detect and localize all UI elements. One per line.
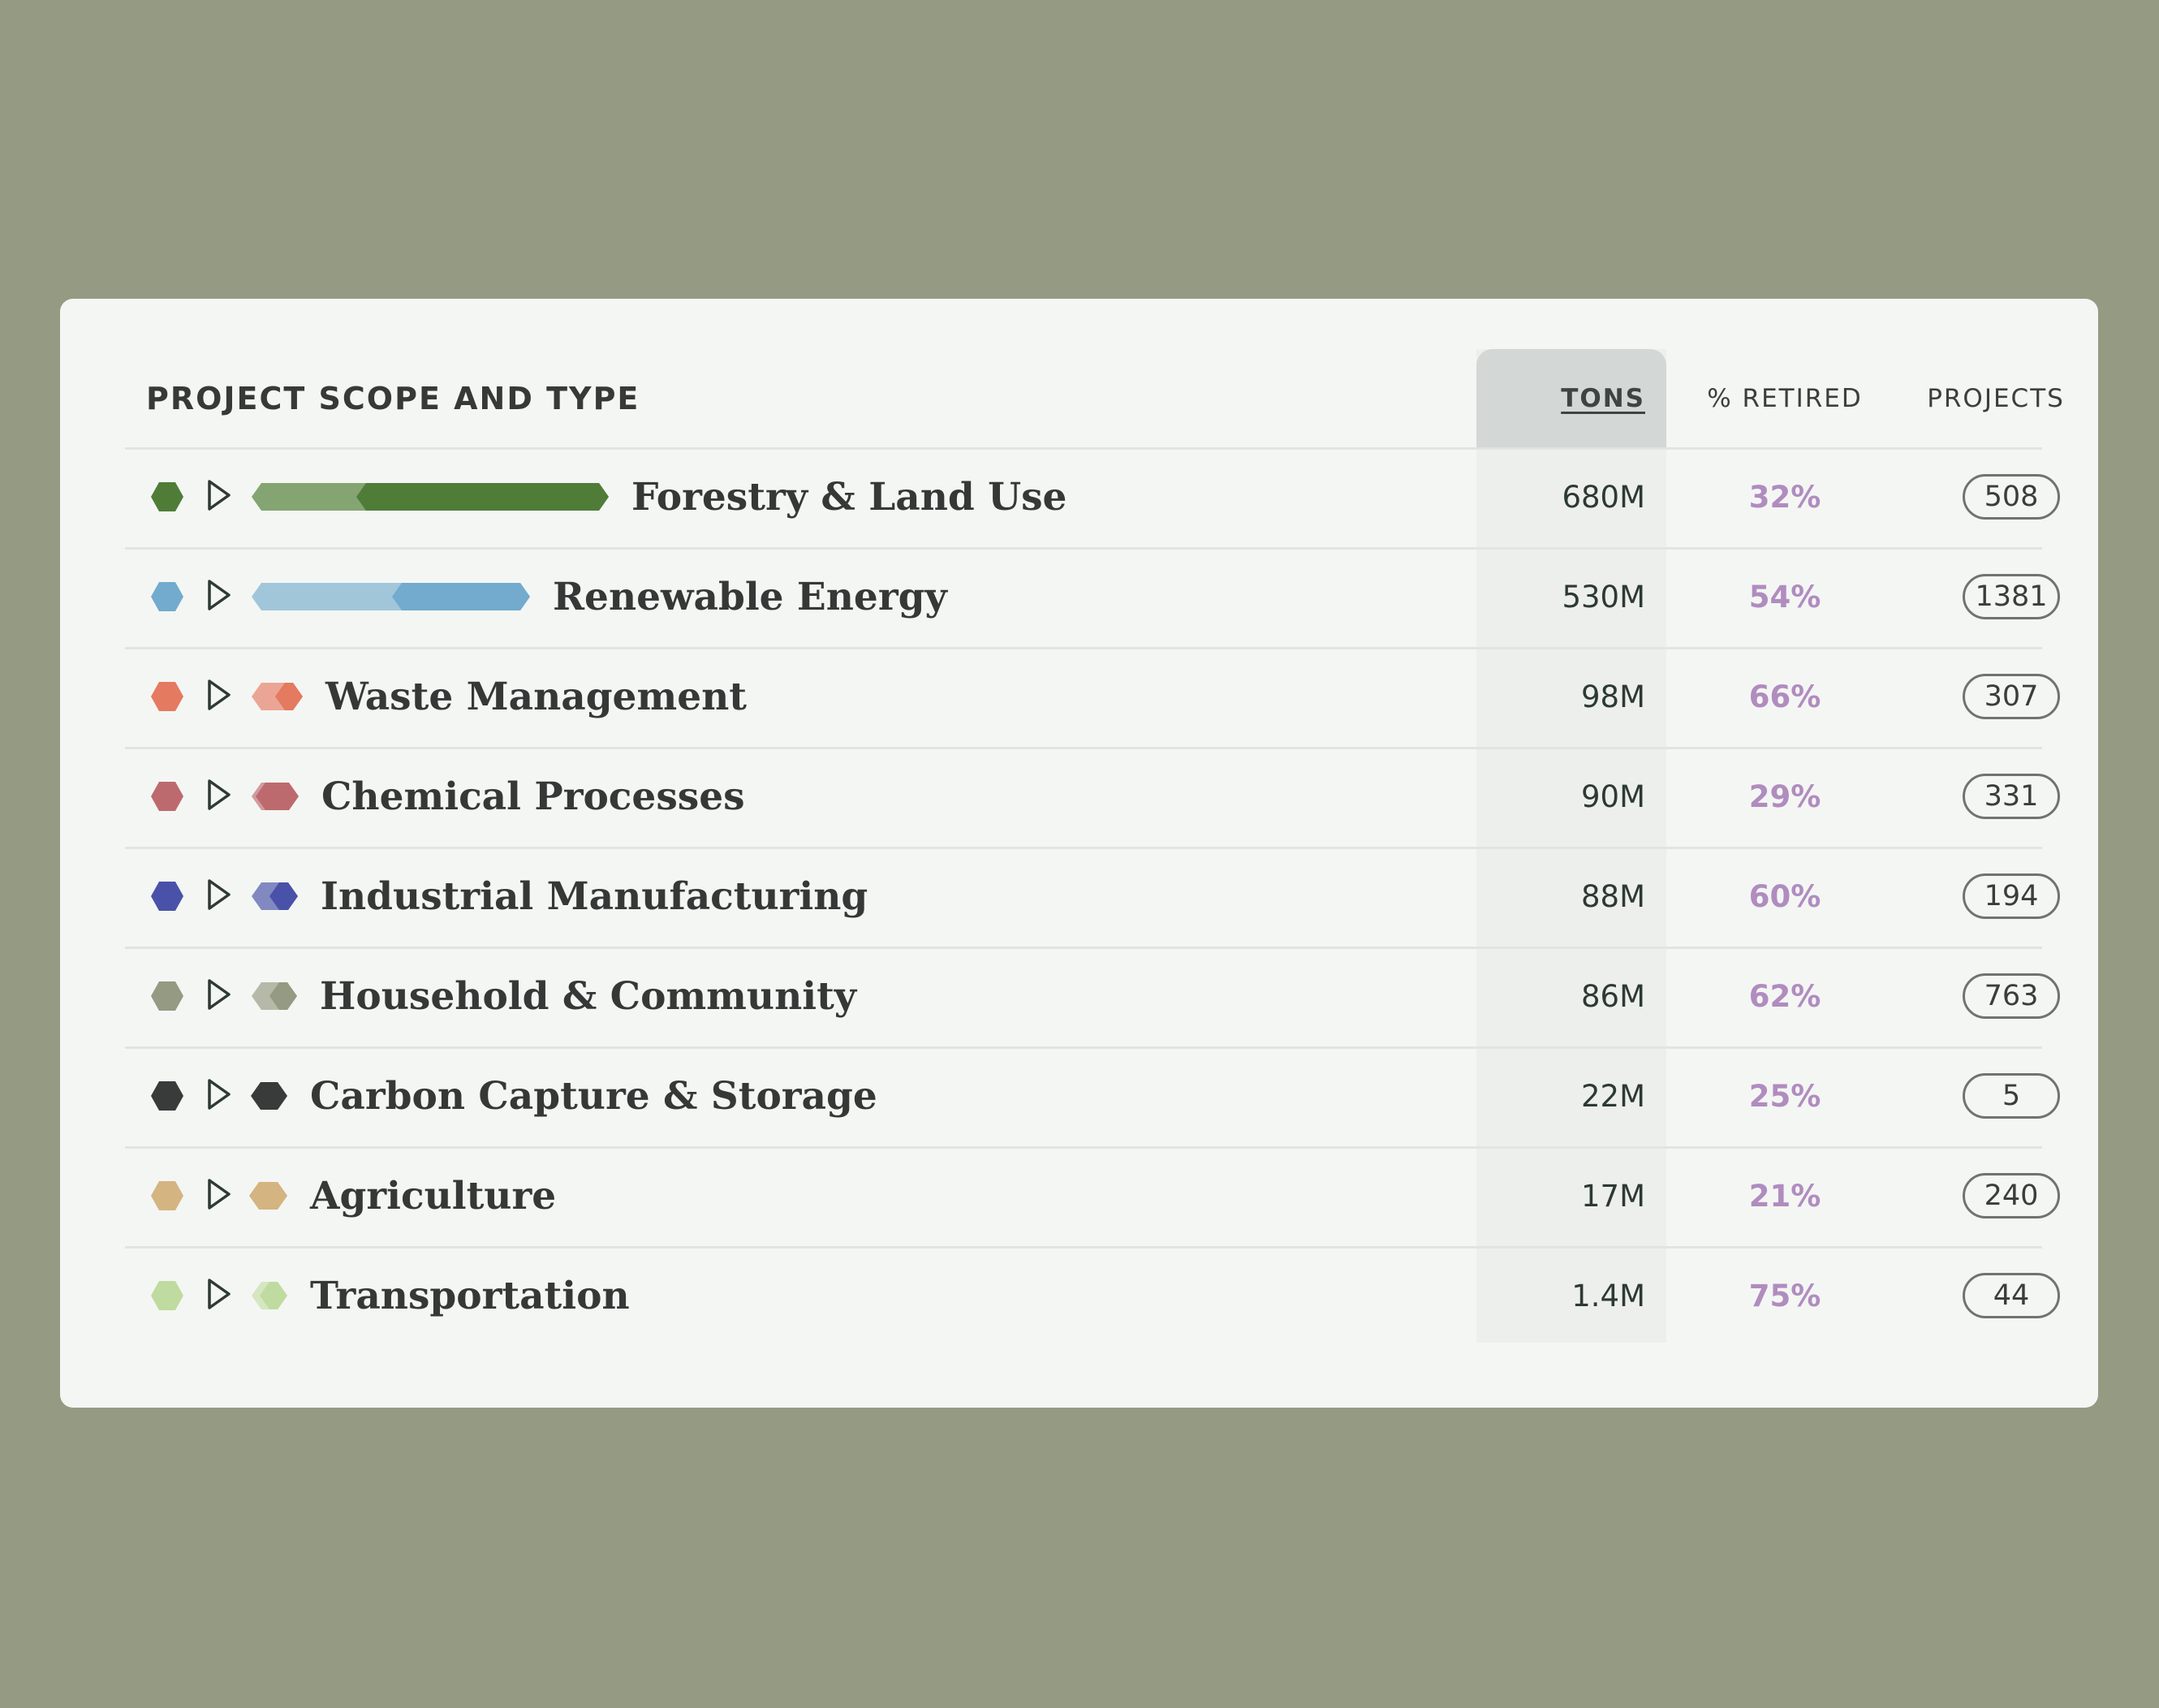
- category-label: Renewable Energy: [553, 575, 947, 619]
- tons-bar: [252, 1182, 287, 1210]
- table-row[interactable]: Carbon Capture & Storage 22M 25% 5: [125, 1048, 2060, 1145]
- category-label: Agriculture: [310, 1174, 557, 1218]
- projects-count-badge[interactable]: 331: [1963, 774, 2060, 819]
- category-swatch-hexagon: [151, 482, 183, 511]
- category-label: Household & Community: [320, 974, 857, 1019]
- tons-bar: [252, 1082, 287, 1110]
- tons-value: 22M: [1580, 1079, 1645, 1114]
- tons-header-highlight: [1476, 349, 1666, 449]
- table-row[interactable]: Chemical Processes 90M 29% 331: [125, 748, 2060, 846]
- tons-value: 17M: [1580, 1179, 1645, 1214]
- projects-column-header[interactable]: PROJECTS: [1927, 384, 2065, 413]
- retired-column-header[interactable]: % RETIRED: [1707, 384, 1863, 413]
- projects-count-badge[interactable]: 763: [1963, 973, 2060, 1019]
- row-divider: [125, 747, 2042, 749]
- category-swatch-hexagon: [151, 1081, 183, 1111]
- tons-bar-active: [251, 1082, 287, 1110]
- retired-percent: 54%: [1748, 580, 1821, 615]
- retired-percent: 29%: [1748, 779, 1821, 814]
- projects-count-badge[interactable]: 194: [1963, 873, 2060, 919]
- expand-play-icon[interactable]: [205, 678, 234, 712]
- tons-bar: [252, 783, 299, 810]
- tons-value: 90M: [1580, 779, 1645, 814]
- tons-bar-active: [392, 583, 530, 610]
- category-label: Waste Management: [325, 675, 747, 719]
- tons-bar: [252, 882, 298, 910]
- row-divider: [125, 547, 2042, 550]
- tons-value: 530M: [1562, 580, 1645, 615]
- tons-value: 98M: [1580, 679, 1645, 714]
- tons-bar-active: [249, 1182, 287, 1210]
- retired-percent: 32%: [1748, 480, 1821, 515]
- tons-bar: [252, 1282, 287, 1309]
- table-row[interactable]: Household & Community 86M 62% 763: [125, 948, 2060, 1046]
- retired-percent: 66%: [1748, 679, 1821, 714]
- projects-count-badge[interactable]: 44: [1963, 1273, 2060, 1318]
- row-divider: [125, 1246, 2042, 1249]
- table-row[interactable]: Renewable Energy 530M 54% 1381: [125, 549, 2060, 646]
- expand-play-icon[interactable]: [205, 977, 234, 1011]
- table-title: PROJECT SCOPE AND TYPE: [146, 381, 640, 416]
- category-swatch-hexagon: [151, 782, 183, 811]
- table-row[interactable]: Industrial Manufacturing 88M 60% 194: [125, 848, 2060, 946]
- category-label: Transportation: [310, 1274, 630, 1318]
- retired-percent: 21%: [1748, 1179, 1821, 1214]
- tons-bar-active: [256, 783, 299, 810]
- expand-play-icon[interactable]: [205, 1177, 234, 1211]
- project-scope-card: PROJECT SCOPE AND TYPE TONS % RETIRED PR…: [60, 299, 2098, 1408]
- projects-count-badge[interactable]: 5: [1963, 1073, 2060, 1119]
- table-row[interactable]: Waste Management 98M 66% 307: [125, 649, 2060, 746]
- category-label: Forestry & Land Use: [631, 475, 1067, 520]
- category-swatch-hexagon: [151, 1181, 183, 1210]
- category-label: Chemical Processes: [321, 774, 745, 819]
- tons-value: 86M: [1580, 979, 1645, 1014]
- row-divider: [125, 447, 2042, 450]
- tons-value: 88M: [1580, 879, 1645, 914]
- expand-play-icon[interactable]: [205, 1277, 234, 1311]
- category-swatch-hexagon: [151, 981, 183, 1011]
- category-label: Industrial Manufacturing: [321, 874, 868, 919]
- tons-value: 680M: [1562, 480, 1645, 515]
- row-divider: [125, 1046, 2042, 1049]
- projects-count-badge[interactable]: 307: [1963, 674, 2060, 719]
- tons-bar: [252, 683, 303, 710]
- tons-column-header[interactable]: TONS: [1561, 384, 1645, 413]
- category-swatch-hexagon: [151, 882, 183, 911]
- retired-percent: 75%: [1748, 1279, 1821, 1313]
- category-swatch-hexagon: [151, 682, 183, 711]
- table-row[interactable]: Forestry & Land Use 680M 32% 508: [125, 449, 2060, 546]
- tons-column-highlight: [1476, 349, 1666, 1343]
- expand-play-icon[interactable]: [205, 478, 234, 512]
- retired-percent: 25%: [1748, 1079, 1821, 1114]
- retired-percent: 62%: [1748, 979, 1821, 1014]
- projects-count-badge[interactable]: 240: [1963, 1173, 2060, 1218]
- expand-play-icon[interactable]: [205, 1077, 234, 1111]
- projects-count-badge[interactable]: 1381: [1963, 574, 2060, 619]
- tons-bar-active: [356, 483, 609, 511]
- row-divider: [125, 1146, 2042, 1149]
- row-divider: [125, 647, 2042, 649]
- tons-bar: [252, 982, 297, 1010]
- row-divider: [125, 947, 2042, 949]
- expand-play-icon[interactable]: [205, 578, 234, 612]
- category-swatch-hexagon: [151, 582, 183, 611]
- expand-play-icon[interactable]: [205, 878, 234, 912]
- tons-value: 1.4M: [1571, 1279, 1645, 1313]
- table-row[interactable]: Agriculture 17M 21% 240: [125, 1148, 2060, 1245]
- category-swatch-hexagon: [151, 1281, 183, 1310]
- projects-count-badge[interactable]: 508: [1963, 474, 2060, 520]
- expand-play-icon[interactable]: [205, 778, 234, 812]
- table-header: PROJECT SCOPE AND TYPE TONS % RETIRED PR…: [60, 349, 2098, 449]
- tons-bar: [252, 583, 530, 610]
- category-label: Carbon Capture & Storage: [310, 1074, 877, 1119]
- row-divider: [125, 847, 2042, 849]
- table-row[interactable]: Transportation 1.4M 75% 44: [125, 1248, 2060, 1345]
- tons-bar: [252, 483, 609, 511]
- retired-percent: 60%: [1748, 879, 1821, 914]
